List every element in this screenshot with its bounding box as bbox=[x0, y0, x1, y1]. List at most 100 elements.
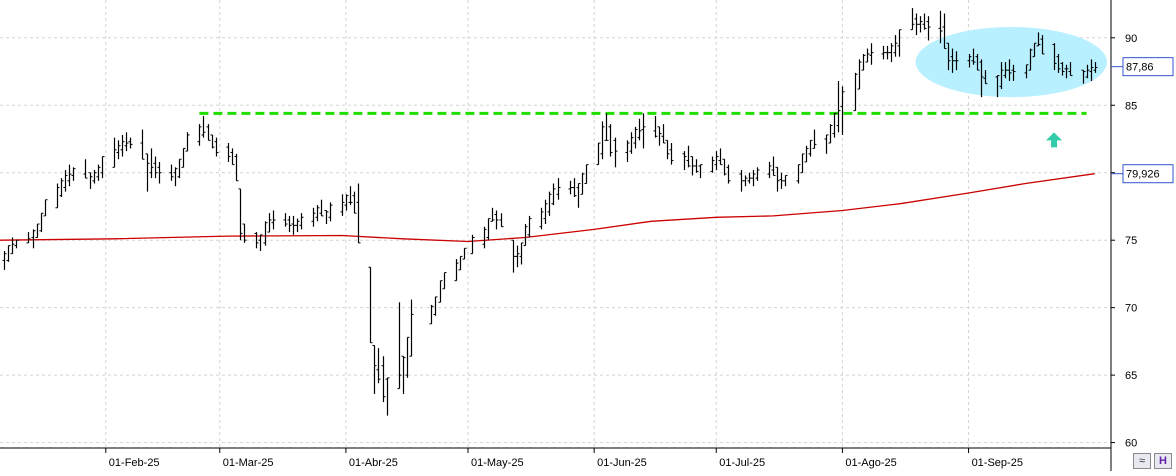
price-bar bbox=[157, 161, 162, 184]
price-bar bbox=[385, 377, 390, 416]
price-bar bbox=[682, 151, 687, 171]
price-bar bbox=[10, 237, 15, 255]
price-bar bbox=[922, 13, 927, 30]
price-bar bbox=[783, 174, 788, 187]
price-bar bbox=[918, 16, 923, 33]
price-bar bbox=[352, 191, 357, 214]
price-bar bbox=[1056, 53, 1061, 73]
x-tick-label: 01-Sep-25 bbox=[972, 457, 1023, 469]
price-bar bbox=[726, 164, 731, 184]
price-bar bbox=[201, 116, 206, 138]
price-bar-layer bbox=[2, 8, 1098, 416]
price-bar bbox=[458, 255, 463, 271]
price-bar bbox=[173, 167, 178, 187]
price-bar bbox=[55, 183, 60, 209]
price-bar bbox=[490, 207, 495, 222]
price-bar bbox=[995, 75, 1000, 98]
price-bar bbox=[67, 164, 72, 187]
price-bar bbox=[1036, 32, 1041, 47]
price-bar bbox=[669, 143, 674, 165]
price-bar bbox=[515, 245, 520, 268]
price-bar bbox=[311, 207, 316, 227]
price-bar bbox=[140, 129, 145, 160]
price-bar bbox=[299, 213, 304, 230]
price-bar bbox=[714, 151, 719, 171]
price-bar bbox=[181, 147, 186, 168]
price-bar bbox=[869, 43, 874, 65]
price-bar bbox=[287, 215, 292, 233]
price-bar bbox=[462, 247, 467, 260]
history-icon[interactable]: H bbox=[1154, 453, 1172, 469]
price-bar bbox=[1064, 64, 1069, 79]
price-bar bbox=[35, 223, 40, 238]
price-bar bbox=[519, 242, 524, 265]
price-bar bbox=[971, 48, 976, 65]
price-bar bbox=[112, 137, 117, 168]
zoom-icon[interactable]: ≈ bbox=[1133, 453, 1151, 469]
price-bar bbox=[694, 159, 699, 173]
price-bar bbox=[482, 226, 487, 249]
price-bar bbox=[954, 51, 959, 71]
price-bar bbox=[116, 140, 121, 160]
price-bar bbox=[368, 266, 373, 344]
price-bar bbox=[910, 8, 915, 31]
price-bar bbox=[348, 186, 353, 206]
price-bar bbox=[840, 86, 845, 135]
price-bar bbox=[828, 124, 833, 144]
price-bar bbox=[6, 245, 11, 262]
price-bar bbox=[572, 178, 577, 198]
price-bar bbox=[442, 272, 447, 290]
price-bar bbox=[613, 137, 618, 168]
price-bar bbox=[832, 112, 837, 138]
price-bar bbox=[543, 199, 548, 224]
price-bar bbox=[775, 166, 780, 192]
grid-layer bbox=[0, 0, 1111, 448]
price-bar bbox=[975, 53, 980, 71]
price-bar bbox=[665, 139, 670, 160]
price-bar bbox=[149, 148, 154, 179]
price-bar bbox=[698, 164, 703, 179]
price-bar bbox=[283, 213, 288, 227]
moving-average-line bbox=[0, 173, 1095, 243]
price-bar bbox=[96, 164, 101, 181]
price-bar bbox=[92, 170, 97, 184]
price-bar bbox=[946, 42, 951, 71]
price-bar bbox=[722, 158, 727, 176]
price-bar bbox=[629, 132, 634, 154]
price-bar bbox=[210, 134, 215, 149]
price-bar bbox=[356, 183, 361, 244]
price-bar bbox=[226, 143, 231, 162]
price-bar bbox=[405, 336, 410, 378]
price-bar bbox=[83, 159, 88, 179]
price-bar bbox=[1052, 43, 1057, 71]
last-price-label: 87,86 bbox=[1126, 62, 1154, 74]
price-bar bbox=[950, 48, 955, 73]
price-bar bbox=[661, 124, 666, 144]
price-bar bbox=[779, 172, 784, 189]
price-bar bbox=[710, 156, 715, 173]
y-tick-label: 65 bbox=[1125, 370, 1137, 382]
price-bar bbox=[690, 156, 695, 176]
price-bar bbox=[580, 172, 585, 195]
price-bar bbox=[1068, 62, 1073, 77]
price-bar bbox=[718, 148, 723, 166]
price-bar bbox=[633, 126, 638, 149]
price-bar bbox=[263, 221, 268, 246]
price-bar bbox=[486, 218, 491, 241]
price-bar bbox=[128, 137, 133, 149]
price-bar bbox=[743, 175, 748, 187]
price-bar bbox=[584, 164, 589, 185]
price-bar bbox=[59, 178, 64, 198]
price-bar bbox=[747, 172, 752, 184]
price-bar bbox=[881, 45, 886, 60]
price-bar bbox=[494, 210, 499, 230]
price-bar bbox=[315, 205, 320, 222]
price-bar bbox=[230, 148, 235, 166]
price-bar bbox=[808, 139, 813, 157]
price-bar bbox=[1089, 59, 1094, 81]
x-tick-label: 01-Jul-25 bbox=[719, 457, 765, 469]
price-bar bbox=[197, 124, 202, 146]
price-bar bbox=[271, 210, 276, 230]
